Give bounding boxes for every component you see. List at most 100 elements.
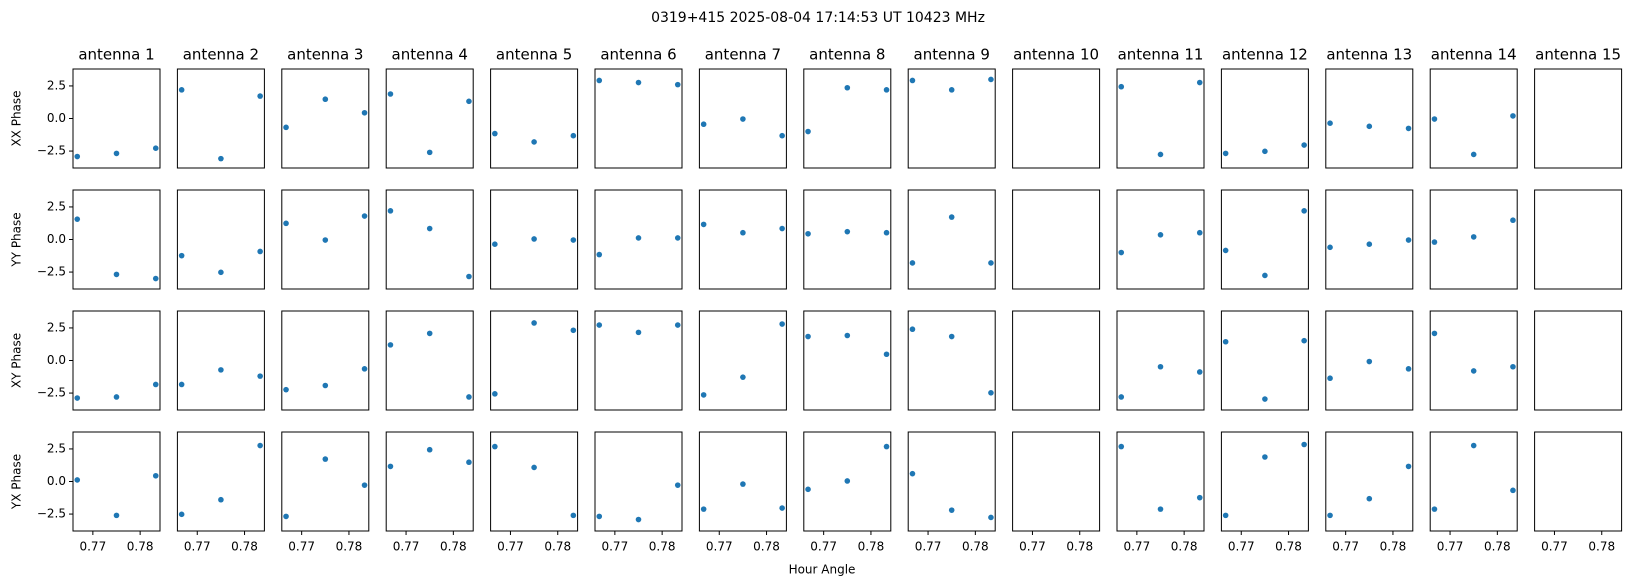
x-tick-label: 0.77: [1123, 540, 1150, 554]
data-point: [257, 373, 263, 379]
x-tick-label: 0.78: [649, 540, 676, 554]
axes-frame: [803, 310, 892, 411]
data-point: [361, 213, 368, 219]
data-point: [74, 153, 81, 160]
data-point: [74, 477, 81, 483]
x-tick-label: 0.77: [79, 540, 106, 554]
subplot-title: antenna 9: [914, 46, 990, 64]
y-axis-label: YX Phase: [10, 454, 24, 510]
data-point: [492, 443, 498, 450]
y-axis-label: XY Phase: [10, 333, 24, 388]
data-point: [322, 96, 329, 103]
x-tick-label: 0.78: [544, 540, 571, 554]
data-point: [1196, 369, 1203, 375]
data-point: [635, 79, 642, 86]
data-point: [883, 229, 890, 236]
data-point: [988, 76, 994, 83]
axes-frame: [907, 431, 996, 532]
data-point: [387, 208, 394, 214]
data-point: [948, 214, 955, 220]
data-point: [361, 109, 368, 116]
data-point: [178, 511, 185, 518]
data-point: [257, 93, 263, 99]
data-point: [883, 443, 890, 450]
data-point: [466, 98, 472, 105]
axes-frame: [1220, 431, 1309, 532]
axes-frame: [490, 189, 579, 290]
axes-frame: [1325, 310, 1414, 411]
axes-frame: [1534, 310, 1623, 411]
data-point: [1470, 442, 1477, 449]
x-tick-label: 0.78: [231, 540, 258, 554]
axes-frame: [1534, 431, 1623, 532]
data-point: [1366, 495, 1373, 502]
axes-frame: [803, 431, 892, 532]
x-tick-label: 0.78: [753, 540, 780, 554]
data-point: [635, 516, 642, 523]
y-tick-label: −2.5: [37, 386, 66, 400]
data-point: [531, 139, 537, 145]
axes-frame: [907, 68, 996, 169]
x-tick-label: 0.77: [1437, 540, 1464, 554]
axes-frame: [594, 431, 683, 532]
subplot-title: antenna 15: [1535, 46, 1621, 64]
y-axis-label: YY Phase: [10, 212, 24, 267]
axes-frame: [1429, 189, 1518, 290]
data-point: [740, 229, 746, 236]
x-tick-label: 0.78: [1171, 540, 1198, 554]
data-point: [178, 252, 185, 259]
figure-title: 0319+415 2025-08-04 17:14:53 UT 10423 MH…: [651, 10, 985, 26]
x-tick-label: 0.77: [601, 540, 628, 554]
subplot-title: antenna 8: [809, 46, 885, 64]
subplot-title: antenna 6: [600, 46, 676, 64]
data-point: [1262, 272, 1268, 279]
data-point: [1510, 113, 1516, 119]
data-point: [700, 121, 707, 128]
axes-frame: [1012, 310, 1101, 411]
data-point: [387, 91, 394, 97]
x-tick-label: 0.78: [1066, 540, 1093, 554]
data-point: [779, 321, 785, 327]
x-axis-label: Hour Angle: [789, 563, 856, 577]
data-point: [1470, 151, 1477, 158]
data-point: [283, 513, 289, 520]
data-point: [844, 228, 851, 235]
data-point: [1262, 396, 1268, 402]
data-point: [74, 216, 81, 222]
data-point: [740, 481, 746, 487]
x-tick-label: 0.78: [858, 540, 885, 554]
y-tick-label: 2.5: [47, 441, 66, 455]
y-tick-label: 2.5: [47, 78, 66, 92]
data-point: [779, 225, 785, 232]
axes-frame: [803, 189, 892, 290]
x-tick-label: 0.77: [288, 540, 315, 554]
data-point: [152, 145, 159, 151]
data-point: [1118, 443, 1125, 450]
data-point: [531, 320, 537, 326]
data-point: [531, 236, 537, 242]
data-point: [596, 251, 603, 258]
subplot-title: antenna 11: [1118, 46, 1204, 64]
axes-frame: [176, 189, 265, 290]
axes-frame: [594, 310, 683, 411]
data-point: [596, 322, 603, 328]
data-point: [257, 248, 263, 255]
axes-frame: [176, 310, 265, 411]
data-point: [805, 333, 811, 340]
data-point: [257, 442, 263, 449]
data-point: [674, 322, 681, 328]
data-point: [1301, 208, 1307, 214]
data-point: [1366, 123, 1373, 130]
data-point: [361, 482, 368, 488]
axes-frame: [281, 310, 370, 411]
axes-frame: [907, 310, 996, 411]
subplot-title: antenna 7: [705, 46, 781, 64]
data-point: [492, 391, 498, 397]
axes-frame: [281, 68, 370, 169]
data-point: [218, 496, 224, 503]
data-point: [113, 271, 120, 278]
data-point: [740, 116, 746, 122]
x-tick-label: 0.77: [1228, 540, 1255, 554]
data-point: [1366, 241, 1373, 247]
